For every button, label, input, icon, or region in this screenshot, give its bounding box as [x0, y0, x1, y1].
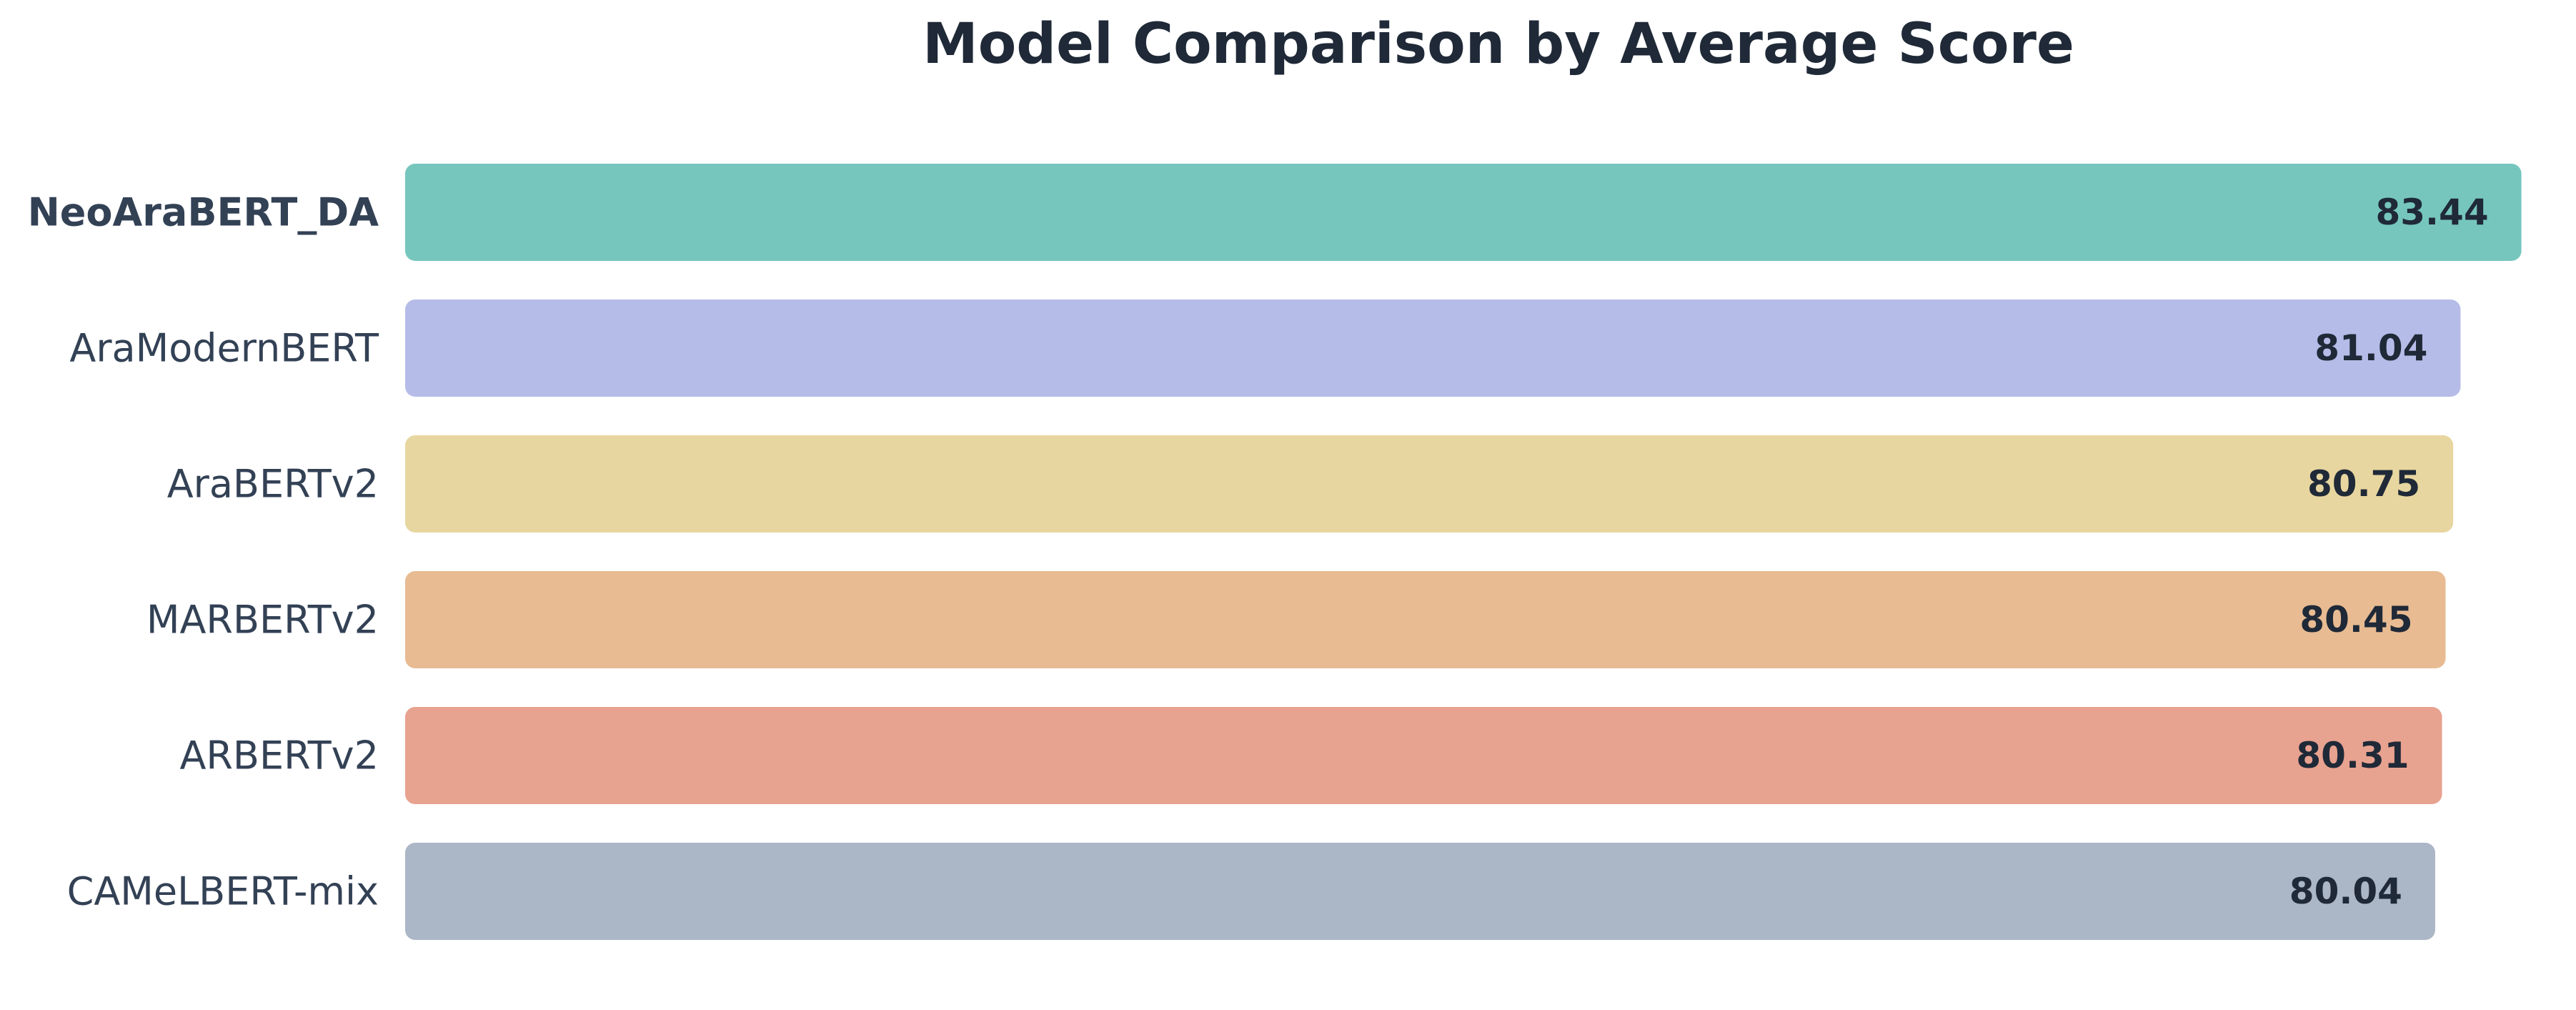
category-label: AraModernBERT — [69, 326, 379, 371]
value-label: 80.75 — [2307, 463, 2420, 505]
bar-group: MARBERTv2 80.45 — [146, 571, 2446, 668]
bar — [405, 707, 2442, 804]
category-label: MARBERTv2 — [146, 598, 379, 643]
bar-group: CAMeLBERT-mix 80.04 — [67, 843, 2435, 940]
category-label: CAMeLBERT-mix — [67, 869, 379, 914]
value-label: 80.31 — [2296, 735, 2409, 776]
bar-group: AraModernBERT 81.04 — [69, 299, 2461, 397]
value-label: 81.04 — [2314, 327, 2427, 369]
value-label: 83.44 — [2375, 192, 2488, 233]
bar — [405, 164, 2522, 261]
category-label: ARBERTv2 — [179, 733, 379, 778]
category-label: NeoAraBERT_DA — [28, 190, 379, 235]
bar — [405, 571, 2446, 668]
bar — [405, 435, 2454, 533]
bar — [405, 843, 2435, 940]
value-label: 80.45 — [2299, 599, 2412, 640]
bar-group: ARBERTv2 80.31 — [179, 707, 2442, 804]
bar — [405, 299, 2461, 397]
category-label: AraBERTv2 — [167, 462, 379, 507]
value-label: 80.04 — [2289, 871, 2402, 912]
bar-group: NeoAraBERT_DA 83.44 — [28, 164, 2522, 261]
bars-layer: NeoAraBERT_DA 83.44 AraModernBERT 81.04 AraB… — [28, 164, 2522, 940]
bar-group: AraBERTv2 80.75 — [167, 435, 2454, 533]
chart-title: Model Comparison by Average Score — [923, 12, 2074, 76]
